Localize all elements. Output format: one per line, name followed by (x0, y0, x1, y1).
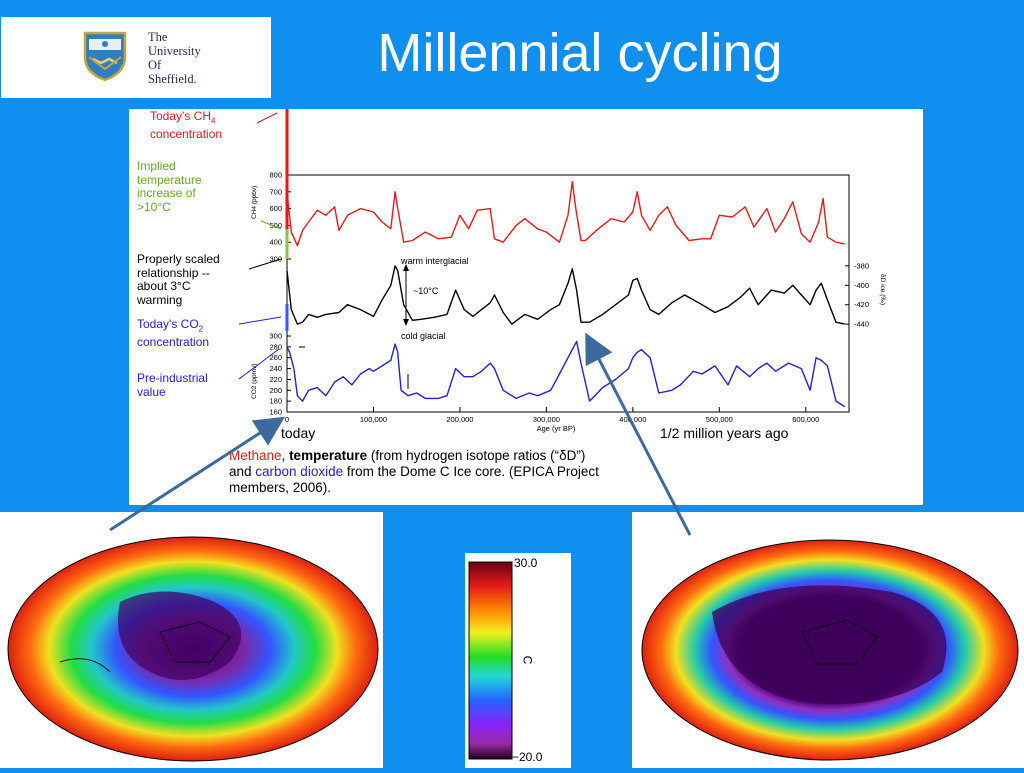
caption-temperature: temperature (289, 448, 368, 463)
co2-tick-label: 160 (269, 408, 282, 417)
logo-line-1: The (148, 30, 168, 44)
ch4-series-line (286, 180, 845, 247)
colorbar: 30.0 C −20.0 (465, 553, 571, 768)
colorbar-min-label: −20.0 (512, 750, 543, 764)
co2-today-line2: concentration (137, 334, 210, 349)
implied-line-4: >10°C (137, 199, 171, 214)
preind-line-1: Pre-industrial (137, 371, 208, 385)
x-tick-label: 300,000 (533, 415, 560, 424)
epica-chart: 0 100,000 200,000 300,000 400,000 500,000 600,… (238, 109, 886, 433)
caption-co2: carbon dioxide (255, 464, 344, 479)
plot-frame (286, 174, 850, 413)
caption-rest-1: (from hydrogen isotope ratios (“δD”) (367, 448, 586, 463)
ch4-today-line1: Today's CH (150, 109, 211, 123)
co2-today-annotation: Today's CO2 concentration (137, 317, 210, 349)
ch4-tick-label: 400 (269, 238, 282, 247)
co2-tick-label: 300 (269, 332, 282, 341)
map-right-globe (641, 539, 1019, 761)
delta-arrow-head-up (403, 264, 409, 271)
pre-industrial-annotation: Pre-industrial value (137, 371, 208, 399)
properly-scaled-annotation: Properly scaled relationship -- about 3°… (137, 252, 220, 307)
ch4-subscript: 4 (210, 116, 216, 126)
axis-ticks: 0 100,000 200,000 300,000 400,000 500,000 600,… (269, 171, 869, 425)
co2-tick-label: 200 (269, 386, 282, 395)
caption-and: and (229, 464, 256, 479)
ch4-tick-label: 800 (269, 171, 282, 180)
x-axis-label: Age (yr BP) (537, 424, 576, 433)
temperature-series-line (286, 265, 845, 325)
temperature-map-right (632, 512, 1024, 768)
properly-line-1: Properly scaled (137, 252, 220, 266)
ch4-tick-label: 300 (269, 255, 282, 264)
properly-line-3: about 3°C (137, 279, 191, 293)
map-left-globe (7, 536, 379, 762)
temp-tick-label: -420 (854, 300, 869, 309)
co2-tick-label: 280 (269, 342, 282, 351)
series-lines (286, 180, 846, 408)
co2-series-line (286, 340, 846, 408)
caption-comma: , (281, 448, 290, 463)
co2-tick-label: 220 (269, 375, 282, 384)
x-tick-label: 100,000 (360, 415, 387, 424)
preind-line-2: value (137, 384, 166, 399)
x-tick-label: 500,000 (706, 415, 733, 424)
delta-arrow-head-down (403, 319, 409, 326)
delta-temp-label: ~10°C (413, 286, 439, 296)
temp-tick-label: -440 (854, 320, 869, 329)
implied-temp-annotation: Implied temperature increase of >10°C (137, 159, 202, 214)
ch4-tick-label: 700 (269, 187, 282, 196)
colorbar-unit-label: C (520, 655, 535, 665)
implied-line-1: Implied (137, 159, 176, 173)
temp-axis-label: δD ice (‰) (879, 274, 886, 305)
co2-tick-label: 180 (269, 397, 282, 406)
co2-today-line1: Today's CO (137, 317, 199, 331)
x-tick-label: 0 (285, 415, 289, 424)
caption-line-2: and carbon dioxide from the Dome C Ice c… (229, 464, 829, 480)
co2-tick-label: 240 (269, 364, 282, 373)
co2-tick-label: 260 (269, 353, 282, 362)
slide-title: Millennial cycling (377, 23, 783, 83)
cold-glacial-label: cold glacial (401, 331, 446, 341)
arrow-co2 (238, 316, 282, 325)
arrow-ch4 (256, 112, 278, 124)
arrow-properly (248, 258, 282, 270)
implied-line-3: increase of (137, 186, 196, 200)
ch4-tick-label: 600 (269, 204, 282, 213)
caption-line-1: Methane, temperature (from hydrogen isot… (229, 448, 829, 464)
x-tick-label: 200,000 (446, 415, 473, 424)
logo-line-3: Of (148, 58, 162, 72)
university-name: The University Of Sheffield. (148, 30, 201, 86)
arrow-preind (238, 348, 280, 380)
temperature-map-left (0, 512, 383, 768)
arrow-implied (260, 220, 282, 230)
properly-line-4: warming (137, 292, 183, 307)
x-tick-label: 400,000 (619, 415, 646, 424)
caption-line-3: members, 2006). (229, 480, 332, 495)
caption-rest-2: from the Dome C Ice core. (EPICA Project (343, 464, 599, 479)
x-tick-label: 600,000 (792, 415, 819, 424)
half-million-label: 1/2 million years ago (660, 425, 789, 441)
ch4-tick-label: 500 (269, 221, 282, 230)
chart-caption: Methane, temperature (from hydrogen isot… (229, 448, 829, 496)
colorbar-max-label: 30.0 (514, 556, 538, 570)
logo-line-4: Sheffield. (148, 72, 197, 86)
epica-chart-panel: 0 100,000 200,000 300,000 400,000 500,000 600,… (129, 109, 923, 505)
co2-axis-label: CO2 (ppmv) (251, 364, 258, 399)
today-label: today (281, 425, 316, 441)
temp-tick-label: -380 (854, 261, 869, 270)
colorbar-gradient (468, 561, 513, 760)
temp-tick-label: -400 (854, 281, 869, 290)
plot-border (286, 174, 850, 413)
university-logo-box (1, 17, 271, 98)
implied-line-2: temperature (137, 172, 202, 187)
ch4-today-line2: concentration (150, 126, 223, 141)
caption-methane: Methane (229, 448, 282, 463)
properly-line-2: relationship -- (137, 265, 210, 280)
university-crest-icon (83, 31, 127, 82)
ch4-axis-label: CH4 (ppbv) (251, 186, 258, 219)
co2-subscript: 2 (198, 324, 204, 334)
warm-interglacial-label: warm interglacial (401, 256, 469, 266)
ch4-today-annotation: Today's CH4 concentration (150, 109, 223, 141)
logo-line-2: University (148, 44, 201, 58)
